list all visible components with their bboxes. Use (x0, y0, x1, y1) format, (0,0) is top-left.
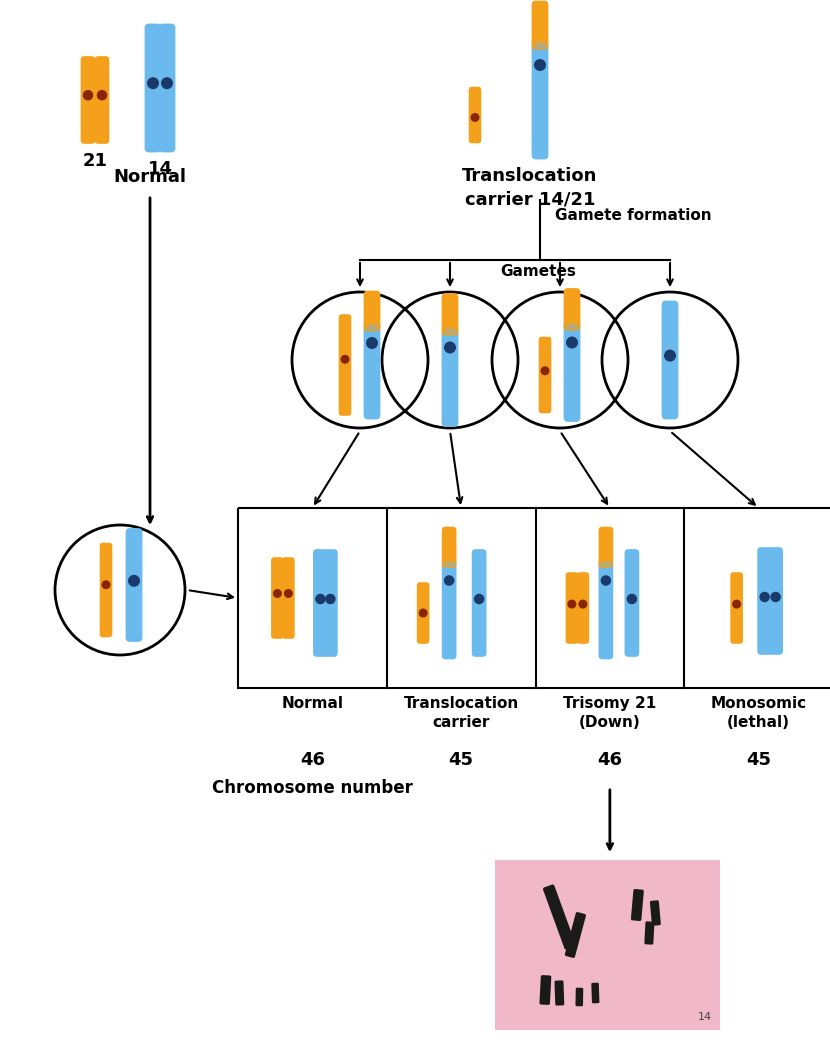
FancyBboxPatch shape (624, 549, 639, 657)
Circle shape (664, 350, 676, 361)
FancyBboxPatch shape (539, 337, 551, 413)
Bar (495, 860, 720, 1030)
FancyBboxPatch shape (631, 889, 644, 921)
Text: Monosomic
(lethal): Monosomic (lethal) (710, 696, 807, 730)
FancyBboxPatch shape (531, 1, 549, 50)
FancyBboxPatch shape (769, 547, 783, 655)
FancyBboxPatch shape (575, 987, 583, 1006)
Circle shape (568, 600, 576, 608)
FancyBboxPatch shape (554, 980, 564, 1005)
Circle shape (471, 113, 480, 122)
Circle shape (534, 59, 546, 71)
FancyBboxPatch shape (543, 885, 576, 949)
FancyBboxPatch shape (564, 288, 580, 331)
Text: 46: 46 (300, 751, 325, 769)
FancyBboxPatch shape (339, 315, 351, 416)
Text: Chromosome number: Chromosome number (212, 779, 413, 797)
FancyBboxPatch shape (125, 528, 143, 642)
FancyBboxPatch shape (442, 527, 456, 568)
Circle shape (128, 574, 140, 587)
Circle shape (273, 589, 282, 598)
FancyBboxPatch shape (144, 23, 161, 152)
Text: 46: 46 (598, 751, 622, 769)
Circle shape (732, 600, 741, 608)
FancyBboxPatch shape (81, 56, 95, 144)
FancyBboxPatch shape (417, 582, 429, 644)
Text: Gamete formation: Gamete formation (555, 207, 711, 223)
Circle shape (161, 77, 173, 89)
Circle shape (340, 355, 349, 364)
FancyBboxPatch shape (442, 327, 458, 427)
Text: 45: 45 (449, 751, 474, 769)
FancyBboxPatch shape (757, 547, 772, 655)
FancyBboxPatch shape (100, 543, 112, 638)
FancyBboxPatch shape (364, 290, 380, 332)
Circle shape (284, 589, 293, 598)
FancyBboxPatch shape (577, 572, 589, 644)
Circle shape (147, 77, 159, 89)
FancyBboxPatch shape (564, 912, 586, 958)
FancyBboxPatch shape (159, 23, 175, 152)
FancyBboxPatch shape (598, 527, 613, 568)
Circle shape (315, 593, 325, 604)
FancyBboxPatch shape (442, 294, 458, 336)
Text: Normal: Normal (114, 168, 187, 186)
Circle shape (97, 90, 107, 100)
FancyBboxPatch shape (282, 558, 295, 639)
FancyBboxPatch shape (364, 323, 380, 419)
Text: Normal: Normal (281, 696, 344, 711)
Circle shape (83, 90, 93, 100)
Bar (238, 508, 830, 689)
FancyBboxPatch shape (644, 921, 654, 945)
FancyBboxPatch shape (540, 975, 551, 1005)
FancyBboxPatch shape (471, 549, 486, 657)
Circle shape (759, 591, 770, 602)
Text: 14: 14 (148, 161, 173, 178)
Circle shape (566, 337, 578, 348)
Text: 14: 14 (698, 1012, 712, 1022)
Circle shape (101, 580, 110, 589)
Circle shape (444, 341, 456, 354)
FancyBboxPatch shape (313, 549, 328, 657)
FancyBboxPatch shape (565, 572, 579, 644)
FancyBboxPatch shape (650, 901, 661, 926)
Text: 21: 21 (82, 152, 108, 170)
Text: 45: 45 (746, 751, 771, 769)
FancyBboxPatch shape (591, 983, 599, 1003)
FancyBboxPatch shape (598, 561, 613, 659)
FancyBboxPatch shape (271, 558, 284, 639)
Circle shape (627, 593, 637, 604)
Circle shape (579, 600, 588, 608)
FancyBboxPatch shape (469, 87, 481, 144)
Circle shape (418, 608, 427, 618)
Text: Translocation
carrier 14/21: Translocation carrier 14/21 (462, 167, 598, 209)
Circle shape (366, 337, 378, 348)
FancyBboxPatch shape (730, 572, 743, 644)
Circle shape (770, 591, 781, 602)
FancyBboxPatch shape (662, 301, 678, 419)
Circle shape (444, 576, 454, 586)
Circle shape (540, 366, 549, 375)
Text: Gametes: Gametes (500, 264, 576, 279)
Text: Trisomy 21
(Down): Trisomy 21 (Down) (564, 696, 657, 730)
FancyBboxPatch shape (323, 549, 338, 657)
FancyBboxPatch shape (564, 322, 580, 422)
FancyBboxPatch shape (531, 41, 549, 159)
FancyBboxPatch shape (95, 56, 110, 144)
FancyBboxPatch shape (442, 561, 456, 659)
Text: Translocation
carrier: Translocation carrier (403, 696, 519, 730)
Circle shape (474, 593, 485, 604)
Circle shape (601, 576, 611, 586)
Circle shape (325, 593, 335, 604)
